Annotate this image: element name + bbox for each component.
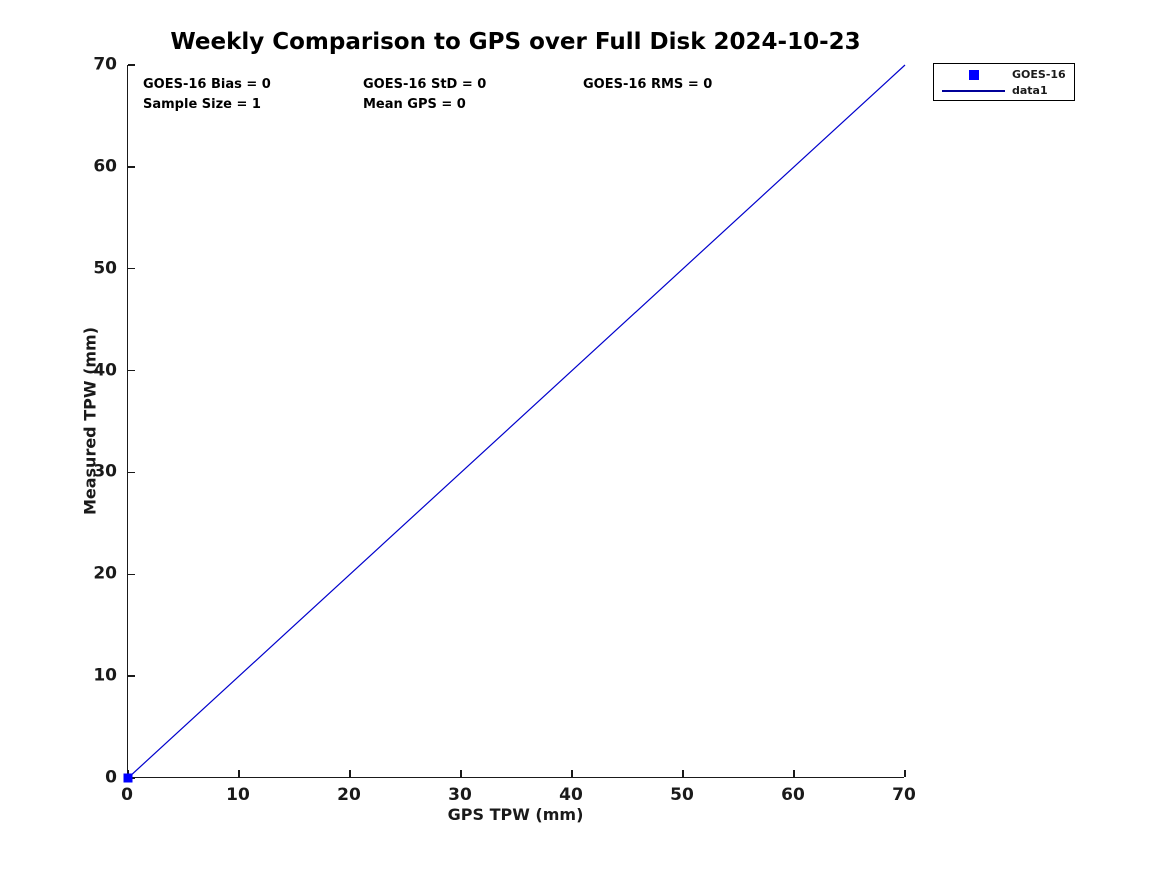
legend: GOES-16 data1 [933,63,1075,101]
y-axis-tick-label: 70 [93,54,117,75]
legend-entry-data1: data1 [934,83,1074,99]
x-axis-tick-label: 20 [337,785,361,805]
x-axis-tick [349,770,351,777]
plot-area [123,64,906,783]
y-axis-tick [128,267,135,270]
annotation-goes16-std: GOES-16 StD = 0 [363,77,487,92]
legend-square-marker-icon [969,70,979,80]
x-axis-tick [571,770,573,777]
y-axis-tick [128,64,135,66]
y-axis-tick-label: 0 [105,767,117,788]
x-axis-tick [238,770,240,777]
legend-entry-goes16: GOES-16 [934,67,1074,83]
annotation-goes16-bias: GOES-16 Bias = 0 [143,77,271,92]
x-axis-tick [793,770,795,777]
y-axis-tick-label: 40 [93,360,117,381]
annotation-sample-size: Sample Size = 1 [143,97,261,112]
x-axis-tick-label: 30 [448,785,472,805]
x-axis-tick-label: 70 [892,785,916,805]
y-axis-tick [128,675,135,677]
x-axis-tick-label: 50 [670,785,694,805]
y-axis-tick [128,166,135,168]
legend-label-data1: data1 [1012,84,1048,97]
x-axis-tick [682,770,684,777]
x-axis-label: GPS TPW (mm) [447,805,584,824]
annotation-mean-gps: Mean GPS = 0 [363,97,466,112]
x-axis-tick [904,770,906,777]
y-axis-tick [128,471,135,474]
y-axis-label: Measured TPW (mm) [80,326,100,516]
annotation-goes16-rms: GOES-16 RMS = 0 [583,77,713,92]
x-axis-tick-label: 40 [559,785,583,805]
x-axis-tick-label: 10 [226,785,250,805]
y-axis-tick-label: 10 [93,665,117,686]
y-axis-tick [128,573,135,576]
x-axis-tick-label: 0 [121,785,133,805]
chart-title: Weekly Comparison to GPS over Full Disk … [170,29,861,55]
series-marker-GOES-16 [123,773,133,783]
series-line-data1 [127,64,906,779]
x-axis-tick [460,770,462,777]
legend-line-sample-icon [942,90,1005,92]
y-axis-tick-label: 30 [93,462,117,483]
plot-canvas [123,64,906,783]
y-axis-tick-label: 60 [93,156,117,177]
x-axis-tick-label: 60 [781,785,805,805]
y-axis-tick [128,369,135,372]
legend-label-goes16: GOES-16 [1012,68,1066,81]
y-axis-tick-label: 20 [93,563,117,584]
y-axis-tick-label: 50 [93,258,117,279]
